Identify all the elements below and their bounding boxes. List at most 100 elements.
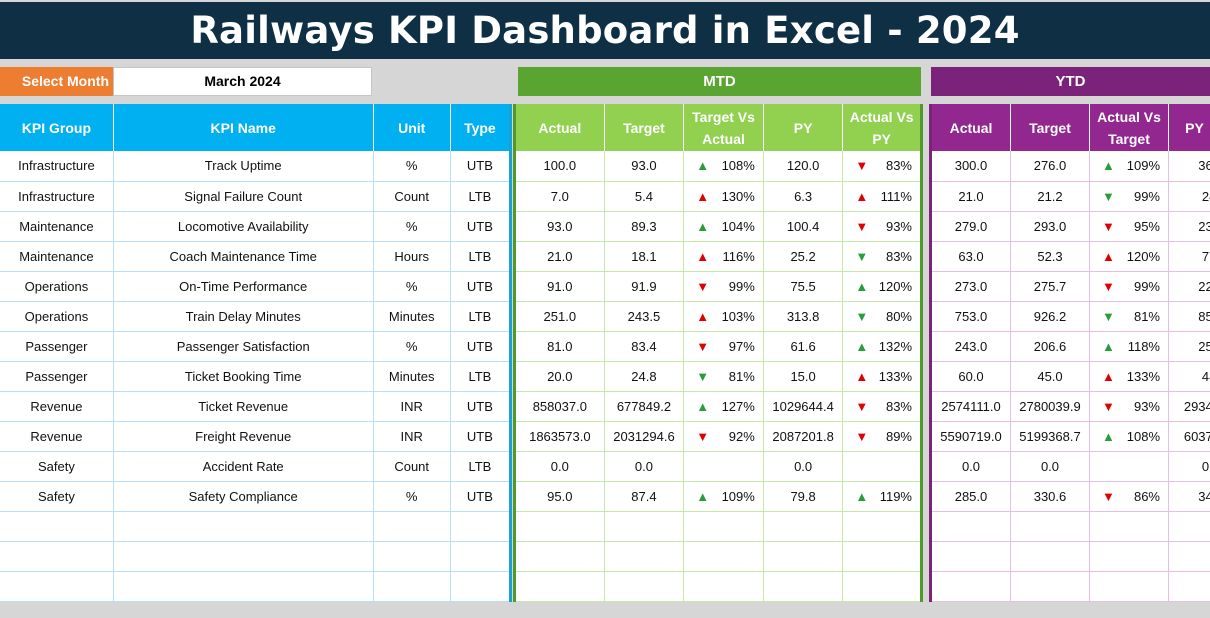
table-row: 858037.0 677849.2 ▲ 127% 1029644.4 ▼ 83% [514, 391, 922, 422]
ytd-py-cell: 0.0 [1168, 451, 1210, 482]
mtd-actual-vs-py-cell: ▼ 83% [842, 151, 922, 182]
triangle-up-icon: ▲ [855, 338, 869, 354]
ytd-actual-cell: 279.0 [930, 211, 1011, 242]
mtd-actual-cell: 858037.0 [514, 391, 605, 422]
empty-row [514, 571, 922, 602]
mtd-target-vs-actual-cell-value: 92% [728, 428, 755, 444]
header-ytd-actual: Actual [930, 104, 1011, 151]
empty-cell [842, 541, 922, 572]
mtd-actual-vs-py-cell: ▲ 132% [842, 331, 922, 362]
header-kpi-name: KPI Name [113, 104, 374, 151]
type-cell: UTB [450, 391, 512, 422]
select-month-label: Select Month [0, 67, 113, 96]
table-row: 93.0 89.3 ▲ 104% 100.4 ▼ 93% [514, 211, 922, 242]
empty-cell [763, 541, 844, 572]
mtd-actual-vs-py-cell-value: 83% [885, 398, 912, 414]
ytd-target-cell: 276.0 [1010, 151, 1090, 182]
empty-cell [1010, 541, 1090, 572]
triangle-up-icon: ▲ [1102, 158, 1115, 174]
mtd-target-vs-actual-cell: ▲ 103% [683, 301, 764, 332]
empty-cell [842, 511, 922, 542]
ytd-target-cell: 21.2 [1010, 181, 1090, 212]
empty-row [0, 571, 512, 602]
ytd-actual-vs-target-cell-value: 133% [1126, 368, 1160, 384]
ytd-target-cell: 206.6 [1010, 331, 1090, 362]
triangle-down-icon: ▼ [696, 428, 710, 444]
empty-cell [373, 571, 451, 602]
mtd-target-cell: 91.9 [604, 271, 685, 302]
kpi-group-cell: Maintenance [0, 211, 114, 242]
mtd-actual-vs-py-cell [842, 451, 922, 482]
ytd-actual-cell: 63.0 [930, 241, 1011, 272]
header-ytd-py: PY [1168, 104, 1210, 151]
kpi-group-cell: Safety [0, 451, 114, 482]
triangle-up-icon: ▲ [696, 158, 710, 174]
ytd-actual-vs-target-cell-value: 93% [1133, 398, 1160, 414]
empty-cell [1168, 511, 1210, 542]
mtd-py-cell: 0.0 [763, 451, 844, 482]
type-cell: UTB [450, 211, 512, 242]
table-row: 7.0 5.4 ▲ 130% 6.3 ▲ 111% [514, 181, 922, 212]
table-row: Passenger Passenger Satisfaction% UTB [0, 331, 512, 362]
mtd-section-header: MTD [518, 67, 921, 96]
mtd-actual-cell: 7.0 [514, 181, 605, 212]
triangle-up-icon: ▲ [1102, 248, 1115, 264]
empty-cell [1089, 511, 1169, 542]
empty-row [930, 541, 1210, 572]
mtd-target-vs-actual-cell-value: 130% [721, 188, 755, 204]
mtd-actual-cell: 1863573.0 [514, 421, 605, 452]
empty-cell [514, 541, 605, 572]
triangle-up-icon: ▲ [696, 248, 710, 264]
ytd-actual-vs-target-cell [1089, 451, 1169, 482]
ytd-actual-cell: 2574111.0 [930, 391, 1011, 422]
unit-cell: Minutes [373, 301, 451, 332]
empty-cell [763, 511, 844, 542]
table-row: 63.052.3 ▲ 120% 77. [930, 241, 1210, 272]
unit-cell: Count [373, 181, 451, 212]
ytd-actual-cell: 60.0 [930, 361, 1011, 392]
header-mtd-target: Target [604, 104, 685, 151]
mtd-py-cell: 79.8 [763, 481, 844, 512]
mtd-actual-vs-py-cell: ▲ 133% [842, 361, 922, 392]
kpi-name-cell: Accident Rate [113, 451, 374, 482]
type-cell: UTB [450, 271, 512, 302]
empty-cell [683, 511, 764, 542]
mtd-actual-vs-py-cell: ▲ 111% [842, 181, 922, 212]
empty-row [0, 541, 512, 572]
ytd-actual-vs-target-cell: ▲ 133% [1089, 361, 1169, 392]
kpi-name-cell: Ticket Booking Time [113, 361, 374, 392]
header-type: Type [450, 104, 512, 151]
ytd-actual-vs-target-cell-value: 81% [1133, 308, 1160, 324]
unit-cell: % [373, 151, 451, 182]
table-row: Infrastructure Track Uptime% UTB [0, 151, 512, 182]
mtd-target-vs-actual-cell-value: 108% [721, 158, 755, 174]
header-unit: Unit [373, 104, 451, 151]
header-mtd-py: PY [763, 104, 844, 151]
header-mtd-actual: Actual [514, 104, 605, 151]
ytd-py-cell: 342 [1168, 481, 1210, 512]
mtd-py-cell: 2087201.8 [763, 421, 844, 452]
mtd-target-vs-actual-cell-value: 127% [721, 398, 755, 414]
ytd-py-cell: 250 [1168, 331, 1210, 362]
empty-cell [683, 571, 764, 602]
triangle-up-icon: ▲ [696, 488, 710, 504]
ytd-py-cell: 29343 [1168, 391, 1210, 422]
mtd-py-cell: 313.8 [763, 301, 844, 332]
empty-cell [604, 541, 685, 572]
mtd-target-cell: 93.0 [604, 151, 685, 182]
table-row: 21.021.2 ▼ 99% 24. [930, 181, 1210, 212]
table-row: 95.0 87.4 ▲ 109% 79.8 ▲ 119% [514, 481, 922, 512]
ytd-actual-vs-target-cell: ▼ 81% [1089, 301, 1169, 332]
unit-cell: % [373, 331, 451, 362]
triangle-down-icon: ▼ [1102, 218, 1115, 234]
empty-cell [604, 511, 685, 542]
month-selector[interactable]: March 2024 [113, 67, 372, 96]
mtd-py-cell: 61.6 [763, 331, 844, 362]
table-row: Operations Train Delay Minutes Minutes LTB [0, 301, 512, 332]
kpi-group-cell: Revenue [0, 421, 114, 452]
